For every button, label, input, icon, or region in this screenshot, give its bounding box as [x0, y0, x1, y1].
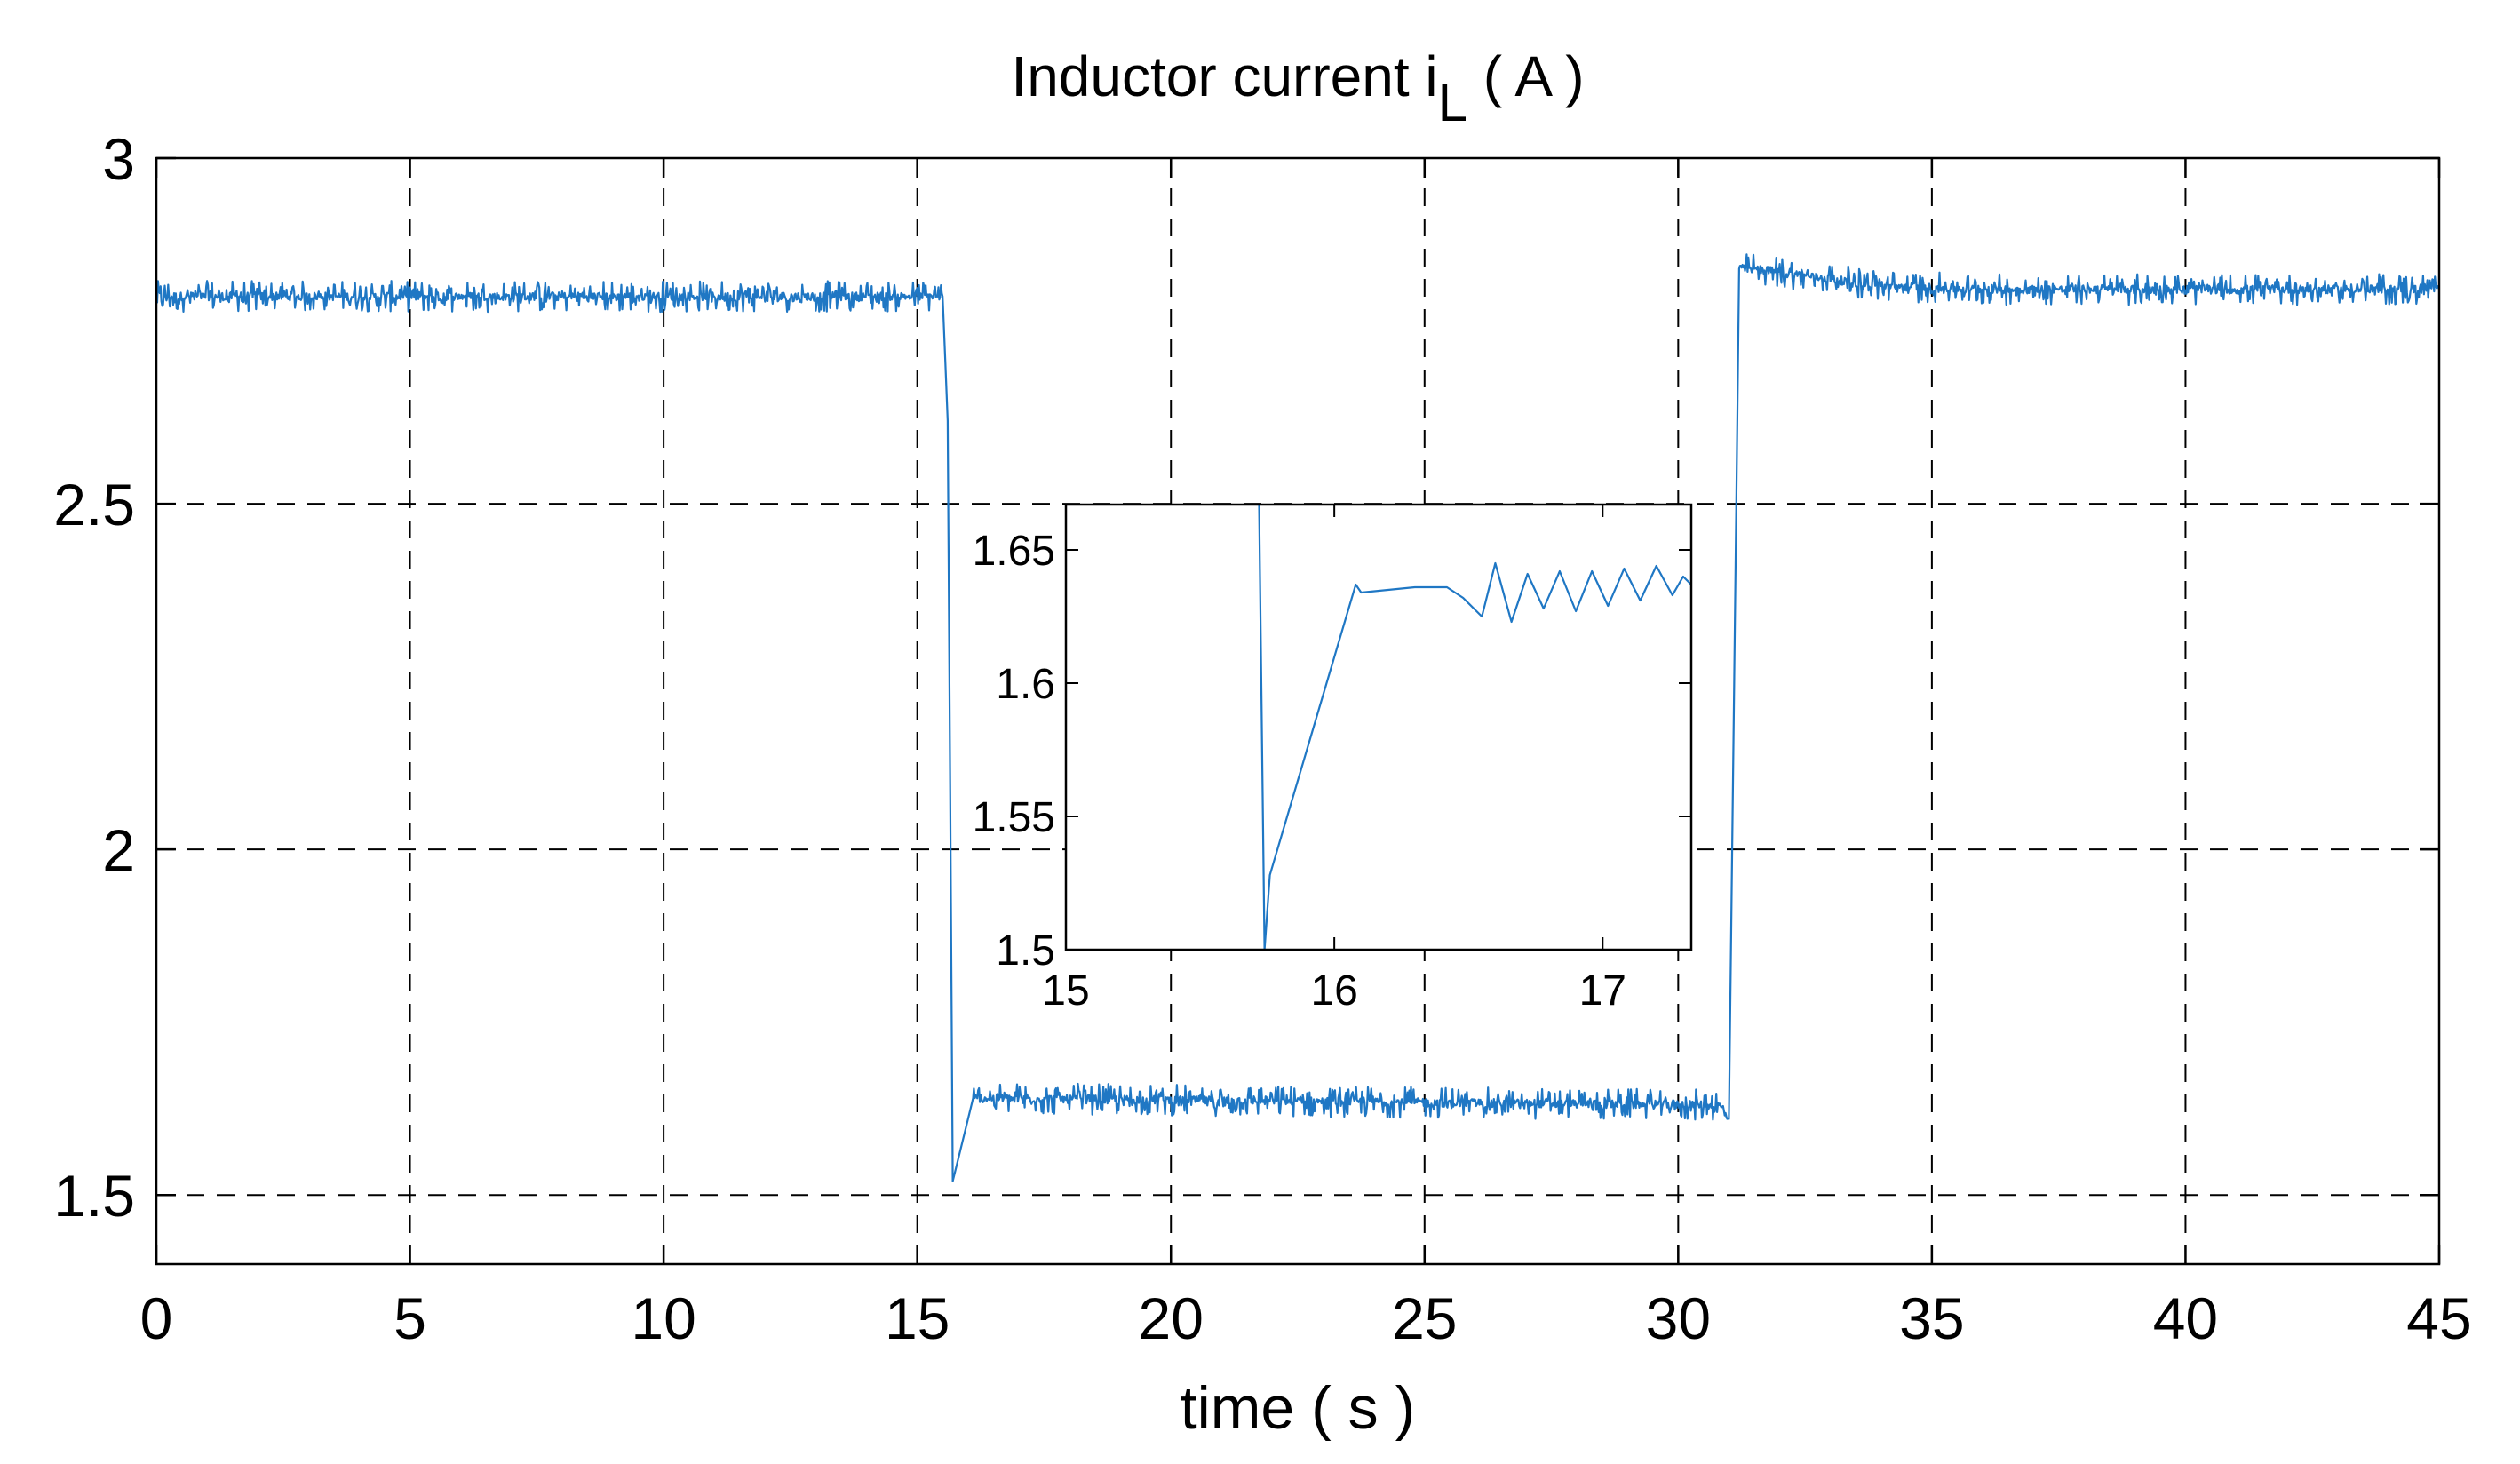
- inset-tick-marks: [1065, 505, 1691, 951]
- y-tick-label: 2.5: [53, 472, 135, 537]
- x-tick-label: 0: [140, 1285, 173, 1351]
- main-axes-frame: [155, 156, 2441, 1266]
- y-tick-label: 1.5: [53, 1163, 135, 1229]
- x-tick-label: 40: [2153, 1285, 2218, 1351]
- main-tick-marks: [155, 156, 2441, 1264]
- chart-title: Inductor current iL ( A ): [1011, 44, 1584, 132]
- inset-y-tick-label: 1.6: [996, 661, 1055, 708]
- inset-x-tick-label: 16: [1310, 967, 1357, 1014]
- x-tick-label: 30: [1646, 1285, 1711, 1351]
- x-tick-label: 20: [1139, 1285, 1204, 1351]
- x-axis-label: time ( s ): [1181, 1374, 1415, 1442]
- inset-axes: 15 16 17 1.5 1.55 1.6 1.65: [973, 503, 1693, 1014]
- main-series-line: [155, 253, 2440, 1182]
- x-tick-label: 10: [631, 1285, 696, 1351]
- inset-y-tick-labels: 1.5 1.55 1.6 1.65: [973, 528, 1055, 975]
- inset-y-tick-label: 1.5: [996, 927, 1055, 975]
- inset-y-tick-label: 1.65: [973, 528, 1055, 575]
- main-y-tick-labels: 1.5 2 2.5 3: [53, 126, 135, 1229]
- inset-series-line: [1258, 504, 1692, 951]
- inset-y-tick-label: 1.55: [973, 794, 1055, 841]
- x-tick-label: 15: [885, 1285, 950, 1351]
- inset-x-tick-label: 17: [1579, 967, 1626, 1014]
- inset-plot-area: [1066, 505, 1691, 950]
- main-grid: [156, 158, 2439, 1264]
- x-tick-label: 45: [2406, 1285, 2471, 1351]
- x-tick-label: 25: [1392, 1285, 1457, 1351]
- inset-series-group: [1258, 504, 1692, 951]
- main-x-tick-labels: 0 5 10 15 20 25 30 35 40 45: [140, 1285, 2472, 1351]
- y-tick-label: 3: [102, 126, 135, 192]
- y-tick-label: 2: [102, 817, 135, 883]
- chart-title-subscript: L: [1438, 73, 1467, 132]
- main-series-group: [155, 253, 2440, 1182]
- x-tick-label: 5: [394, 1285, 426, 1351]
- chart-title-main: Inductor current i: [1011, 44, 1437, 108]
- chart-title-unit: ( A ): [1467, 44, 1585, 108]
- inset-x-tick-labels: 15 16 17: [1042, 967, 1626, 1014]
- x-tick-label: 35: [1899, 1285, 1964, 1351]
- inset-axes-frame: [1064, 503, 1693, 951]
- inset-x-tick-label: 15: [1042, 967, 1089, 1014]
